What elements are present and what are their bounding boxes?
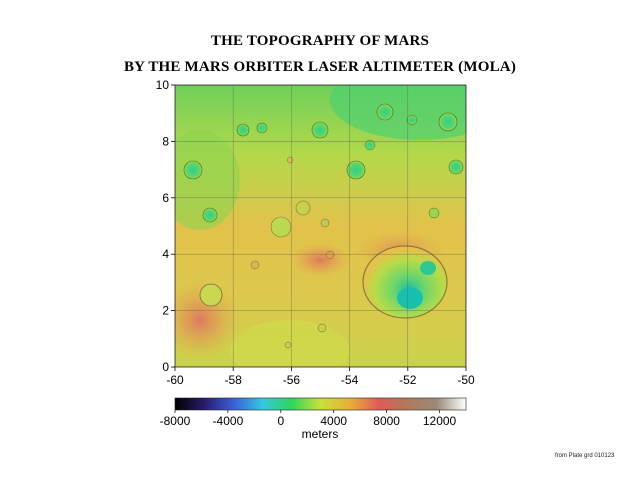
crater-field [183, 103, 464, 349]
x-tick-label: -54 [341, 373, 359, 387]
y-tick-label: 4 [162, 247, 169, 261]
x-tick-label: -58 [225, 373, 243, 387]
y-tick-label: 6 [162, 191, 169, 205]
y-tick-label: 8 [162, 134, 169, 148]
crater [428, 207, 440, 219]
x-tick-label: -56 [283, 373, 301, 387]
map-title-line-2: BY THE MARS ORBITER LASER ALTIMETER (MOL… [123, 59, 517, 75]
crater [286, 156, 294, 164]
colorbar-tick-label: -8000 [160, 414, 191, 428]
crater [320, 218, 330, 228]
crater [250, 260, 260, 270]
y-tick-label: 2 [162, 304, 169, 318]
colorbar-tick-label: 0 [277, 414, 284, 428]
map-title-line-1: THE TOPOGRAPHY OF MARS [210, 33, 430, 49]
central-highland [290, 242, 350, 278]
topography-map [175, 85, 466, 367]
crater [364, 139, 376, 151]
crater [311, 121, 329, 139]
x-tick-label: -60 [166, 373, 184, 387]
crater [317, 323, 327, 333]
crater [325, 250, 335, 260]
crater [236, 123, 250, 137]
crater [346, 160, 366, 180]
crater [199, 283, 223, 307]
crater [284, 341, 292, 349]
inner-crater [397, 287, 423, 309]
x-tick-label: -52 [399, 373, 417, 387]
y-tick-label: 0 [162, 360, 169, 374]
source-credit: from Plate grd 010123 [555, 453, 615, 459]
crater [438, 112, 458, 132]
western-region [175, 130, 240, 230]
colorbar-tick-label: -4000 [213, 414, 244, 428]
crater [448, 159, 464, 175]
colorbar-tick-label: 4000 [320, 414, 347, 428]
y-tick-label: 10 [156, 78, 170, 92]
colorbar [174, 397, 467, 411]
colorbar-tick-label: 8000 [373, 414, 400, 428]
map-frame [174, 84, 467, 368]
colorbar-ticks: -8000 -4000 0 4000 8000 12000 [160, 410, 457, 428]
colorbar-tick-label: 12000 [423, 414, 457, 428]
crater [183, 160, 203, 180]
crater [202, 207, 218, 223]
x-axis: -60 -58 -56 -54 -52 -50 [166, 367, 475, 387]
northern-lowland [330, 85, 466, 140]
crater [376, 103, 394, 121]
southwest-highland [175, 280, 240, 360]
crater [256, 122, 268, 134]
crater [295, 200, 311, 216]
crater [406, 114, 418, 126]
map-grid [175, 85, 466, 367]
x-tick-label: -50 [457, 373, 475, 387]
south-basin [230, 320, 350, 367]
inner-crater-2 [420, 261, 436, 275]
colorbar-label: meters [302, 427, 339, 441]
y-axis: 0 2 4 6 8 10 [156, 78, 175, 374]
crater [270, 216, 292, 238]
